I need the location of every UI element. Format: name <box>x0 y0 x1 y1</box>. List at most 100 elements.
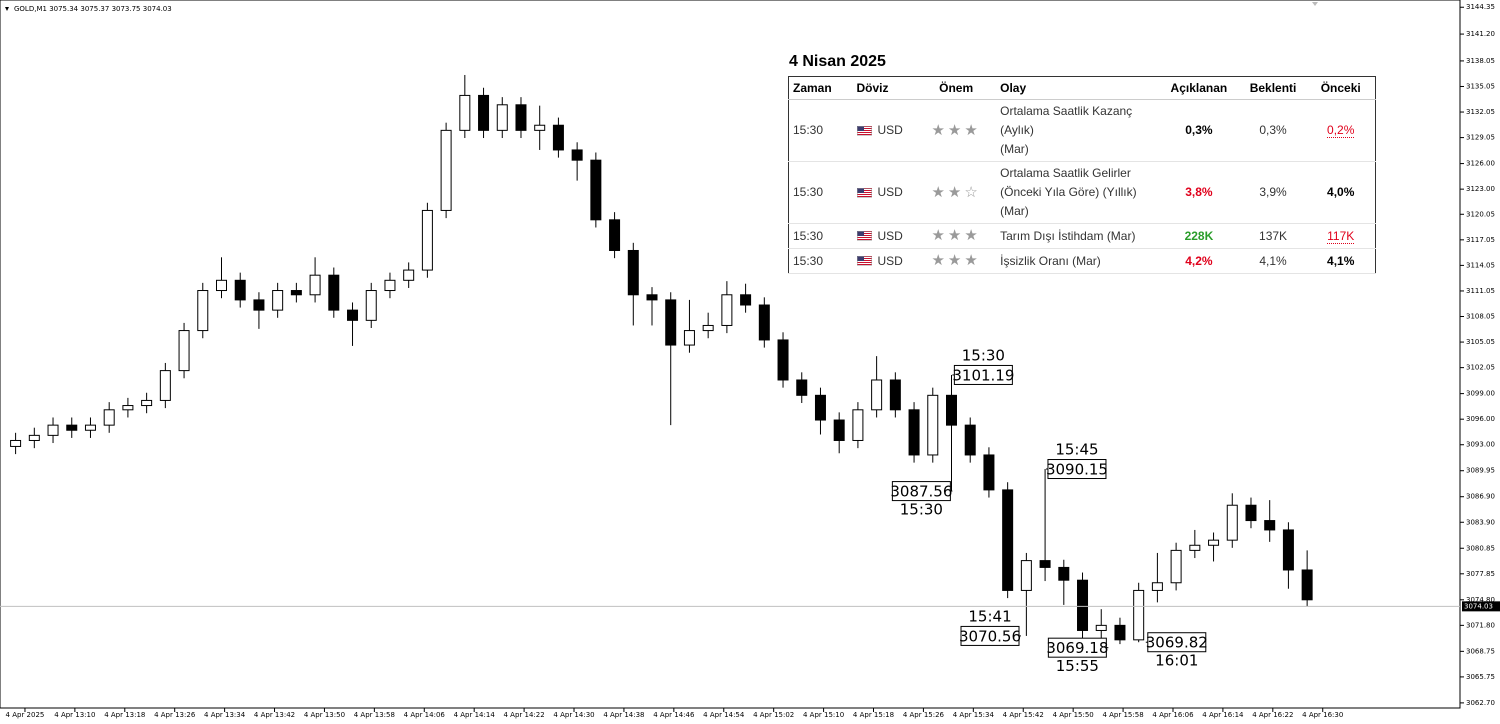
candle-body <box>571 149 583 161</box>
event-name: İşsizlik Oranı (Mar) <box>996 248 1159 274</box>
header-value: 3074.03 <box>143 5 172 13</box>
menu-arrow[interactable] <box>5 7 9 11</box>
column-header: Beklenti <box>1239 76 1307 100</box>
currency-cell: USD <box>852 248 917 274</box>
currency: USD <box>877 228 903 243</box>
y-tick-label: 3111.05 <box>1466 287 1495 295</box>
forecast: 4,1% <box>1239 248 1307 274</box>
candle-body <box>871 379 883 411</box>
previous: 117K <box>1327 228 1355 244</box>
candle-body <box>103 409 115 426</box>
y-tick-label: 3083.90 <box>1466 518 1495 526</box>
annotation-time: 15:30 <box>900 501 943 519</box>
previous-cell: 0,2% <box>1306 99 1376 162</box>
candle-body <box>1170 549 1182 584</box>
x-tick-label: 4 Apr 15:58 <box>1102 711 1143 719</box>
us-flag <box>856 125 872 136</box>
y-tick-label: 3144.35 <box>1466 3 1495 11</box>
candle-body <box>84 424 96 431</box>
x-tick-label: 4 Apr 14:46 <box>653 711 695 719</box>
candle-body <box>440 129 452 211</box>
x-tick-label: 4 Apr 14:22 <box>504 711 545 719</box>
annotation-time: 15:45 <box>1055 441 1098 459</box>
importance: ★ ★ ★ <box>916 99 997 162</box>
annotation-price: 3069.18 <box>1046 639 1108 657</box>
last-price-label: 3074.03 <box>1464 602 1493 610</box>
x-tick-label: 4 Apr 14:54 <box>703 711 745 719</box>
y-tick-label: 3065.75 <box>1466 673 1495 681</box>
annotation-time: 16:01 <box>1155 652 1198 670</box>
candle-body <box>796 379 808 396</box>
column-header: Döviz <box>852 76 917 100</box>
annotation-box <box>960 625 1020 646</box>
y-tick-label: 3135.05 <box>1466 82 1495 90</box>
x-tick-label: 4 Apr 14:30 <box>553 711 594 719</box>
candle-body <box>1282 529 1294 571</box>
currency-cell: USD <box>852 99 917 162</box>
candle-body <box>28 434 40 441</box>
x-tick-label: 4 Apr 13:18 <box>104 711 145 719</box>
x-tick-label: 4 Apr 15:18 <box>853 711 894 719</box>
event-time: 15:30 <box>788 223 853 249</box>
importance: ★ ★ ★ <box>916 223 997 249</box>
y-tick-label: 3077.85 <box>1466 570 1495 578</box>
candle-body <box>590 159 602 221</box>
y-tick-label: 3138.05 <box>1466 57 1495 65</box>
star-filled: ★ <box>947 252 962 269</box>
importance: ★ ★ ★ <box>916 248 997 274</box>
annotation-box <box>1047 459 1107 480</box>
chart-header: GOLD,M1 3075.34 3075.37 3073.75 3074.03 <box>14 5 172 13</box>
header-value: 3075.34 <box>49 5 78 13</box>
candle-body <box>777 339 789 381</box>
y-tick-label: 3093.00 <box>1466 441 1495 449</box>
x-tick-label: 4 Apr 13:34 <box>204 711 246 719</box>
y-tick-label: 3129.05 <box>1466 134 1495 142</box>
x-tick-label: 4 Apr 15:34 <box>953 711 995 719</box>
candle-body <box>1208 539 1220 546</box>
y-tick-label: 3080.85 <box>1466 544 1495 552</box>
candle-body <box>814 394 826 421</box>
candle-body <box>1245 504 1257 522</box>
event-name: Tarım Dışı İstihdam (Mar) <box>996 223 1159 249</box>
event-line: (Önceki Yıla Göre) (Yıllık) (Mar) <box>1000 185 1137 218</box>
symbol: GOLD,M1 <box>14 5 47 13</box>
candle-body <box>1095 624 1107 631</box>
candle-body <box>983 454 995 491</box>
event-time: 15:30 <box>788 161 853 224</box>
y-tick-label: 3068.75 <box>1466 647 1495 655</box>
candle-body <box>459 94 471 131</box>
candle-body <box>721 294 733 326</box>
candle-body <box>1077 579 1089 631</box>
candle-body <box>178 330 190 372</box>
previous-cell: 117K <box>1306 223 1376 249</box>
x-tick-label: 4 Apr 14:14 <box>454 711 496 719</box>
candle-body <box>964 424 976 456</box>
currency: USD <box>877 253 903 268</box>
column-header: Olay <box>996 76 1159 100</box>
calendar-title: 4 Nisan 2025 <box>789 53 886 70</box>
star-filled: ★ <box>947 121 962 139</box>
column-header: Önceki <box>1306 76 1376 100</box>
star-filled: ★ <box>931 252 945 269</box>
candle-body <box>740 294 752 306</box>
y-tick-label: 3071.80 <box>1466 621 1495 629</box>
candle-body <box>253 299 265 311</box>
candle-body <box>1114 624 1126 641</box>
annotation-box <box>953 364 1013 385</box>
annotation-price: 3087.56 <box>890 483 952 501</box>
y-tick-label: 3105.05 <box>1466 338 1495 346</box>
candle-body <box>10 439 22 447</box>
candle-body <box>1301 569 1313 601</box>
annotation-time: 15:30 <box>962 346 1005 364</box>
event-line: Ortalama Saatlik Gelirler <box>1000 166 1131 180</box>
candle-body <box>534 124 546 131</box>
candle-body <box>1226 504 1238 541</box>
forecast: 137K <box>1239 223 1307 249</box>
x-tick-label: 4 Apr 15:10 <box>803 711 844 719</box>
y-tick-label: 3086.90 <box>1466 493 1495 501</box>
annotation-price: 3090.15 <box>1046 461 1108 479</box>
candle-body <box>496 104 508 131</box>
actual: 228K <box>1158 223 1240 249</box>
x-tick-label: 4 Apr 13:58 <box>354 711 395 719</box>
candle-body <box>47 424 59 436</box>
